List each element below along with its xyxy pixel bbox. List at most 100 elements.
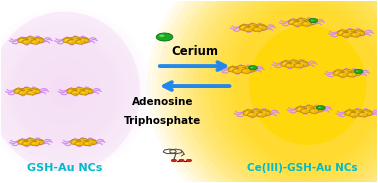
- Ellipse shape: [52, 79, 78, 104]
- Circle shape: [298, 61, 308, 65]
- Circle shape: [83, 88, 92, 93]
- Circle shape: [348, 32, 351, 34]
- Text: Cerium: Cerium: [171, 45, 218, 58]
- Circle shape: [263, 112, 266, 114]
- Ellipse shape: [0, 29, 130, 154]
- Circle shape: [68, 91, 71, 92]
- Circle shape: [300, 62, 303, 64]
- Circle shape: [237, 66, 246, 70]
- Circle shape: [75, 89, 84, 94]
- Ellipse shape: [43, 71, 87, 112]
- Circle shape: [363, 111, 372, 116]
- Circle shape: [26, 140, 36, 145]
- Circle shape: [257, 24, 266, 29]
- Circle shape: [299, 21, 302, 23]
- Circle shape: [255, 28, 258, 30]
- Circle shape: [354, 109, 363, 114]
- Circle shape: [339, 32, 342, 34]
- Circle shape: [26, 38, 36, 43]
- Circle shape: [252, 109, 262, 114]
- Circle shape: [34, 139, 43, 143]
- Circle shape: [298, 107, 301, 109]
- Circle shape: [171, 159, 177, 162]
- Circle shape: [67, 40, 76, 44]
- Circle shape: [31, 141, 40, 146]
- Circle shape: [81, 141, 84, 143]
- Circle shape: [299, 62, 308, 67]
- Text: Ce(III)-GSH-Au NCs: Ce(III)-GSH-Au NCs: [247, 163, 357, 173]
- Circle shape: [356, 70, 359, 72]
- Circle shape: [291, 61, 294, 63]
- Circle shape: [336, 71, 339, 72]
- Circle shape: [311, 110, 314, 111]
- Circle shape: [351, 114, 354, 115]
- Circle shape: [290, 60, 299, 65]
- Ellipse shape: [193, 0, 378, 183]
- Circle shape: [282, 63, 286, 65]
- Circle shape: [83, 141, 93, 146]
- Ellipse shape: [0, 16, 143, 167]
- Circle shape: [230, 69, 233, 70]
- Circle shape: [352, 71, 361, 76]
- Circle shape: [18, 91, 27, 95]
- Circle shape: [253, 27, 262, 32]
- Circle shape: [347, 111, 350, 113]
- Circle shape: [351, 70, 360, 74]
- Circle shape: [281, 61, 291, 65]
- Circle shape: [69, 41, 72, 42]
- Circle shape: [14, 89, 23, 94]
- Circle shape: [79, 140, 88, 145]
- Circle shape: [81, 38, 84, 40]
- Circle shape: [250, 25, 253, 26]
- Circle shape: [81, 139, 84, 141]
- Circle shape: [262, 111, 265, 113]
- Circle shape: [297, 20, 307, 25]
- Ellipse shape: [26, 54, 104, 129]
- Ellipse shape: [0, 12, 140, 171]
- Circle shape: [296, 65, 299, 66]
- Ellipse shape: [224, 0, 378, 173]
- Circle shape: [247, 67, 250, 69]
- Circle shape: [35, 140, 44, 145]
- Circle shape: [24, 143, 27, 144]
- Circle shape: [360, 114, 363, 115]
- Circle shape: [297, 18, 307, 23]
- Ellipse shape: [214, 0, 378, 181]
- Circle shape: [64, 37, 73, 42]
- Ellipse shape: [157, 0, 378, 183]
- Ellipse shape: [13, 41, 117, 142]
- Ellipse shape: [162, 0, 378, 183]
- Circle shape: [20, 140, 23, 142]
- Ellipse shape: [17, 46, 112, 137]
- Circle shape: [294, 23, 297, 24]
- Circle shape: [242, 69, 251, 73]
- Circle shape: [22, 40, 31, 44]
- Circle shape: [22, 141, 31, 146]
- Circle shape: [69, 89, 72, 91]
- Circle shape: [304, 23, 307, 24]
- Circle shape: [347, 112, 350, 114]
- Circle shape: [300, 109, 310, 113]
- Ellipse shape: [203, 0, 378, 183]
- Circle shape: [305, 107, 314, 112]
- Circle shape: [16, 91, 19, 92]
- Circle shape: [28, 139, 31, 141]
- Circle shape: [357, 32, 360, 34]
- Circle shape: [364, 111, 367, 113]
- Circle shape: [338, 72, 347, 77]
- Circle shape: [37, 40, 40, 41]
- Circle shape: [316, 106, 325, 110]
- Circle shape: [63, 38, 72, 43]
- Circle shape: [16, 89, 19, 91]
- Circle shape: [67, 89, 76, 94]
- Circle shape: [254, 112, 257, 114]
- Circle shape: [249, 114, 253, 115]
- Circle shape: [243, 111, 253, 116]
- Circle shape: [37, 141, 40, 143]
- Circle shape: [22, 87, 32, 92]
- Circle shape: [348, 30, 351, 32]
- Ellipse shape: [183, 0, 378, 183]
- Circle shape: [75, 87, 84, 92]
- Circle shape: [252, 111, 262, 116]
- Circle shape: [289, 19, 299, 24]
